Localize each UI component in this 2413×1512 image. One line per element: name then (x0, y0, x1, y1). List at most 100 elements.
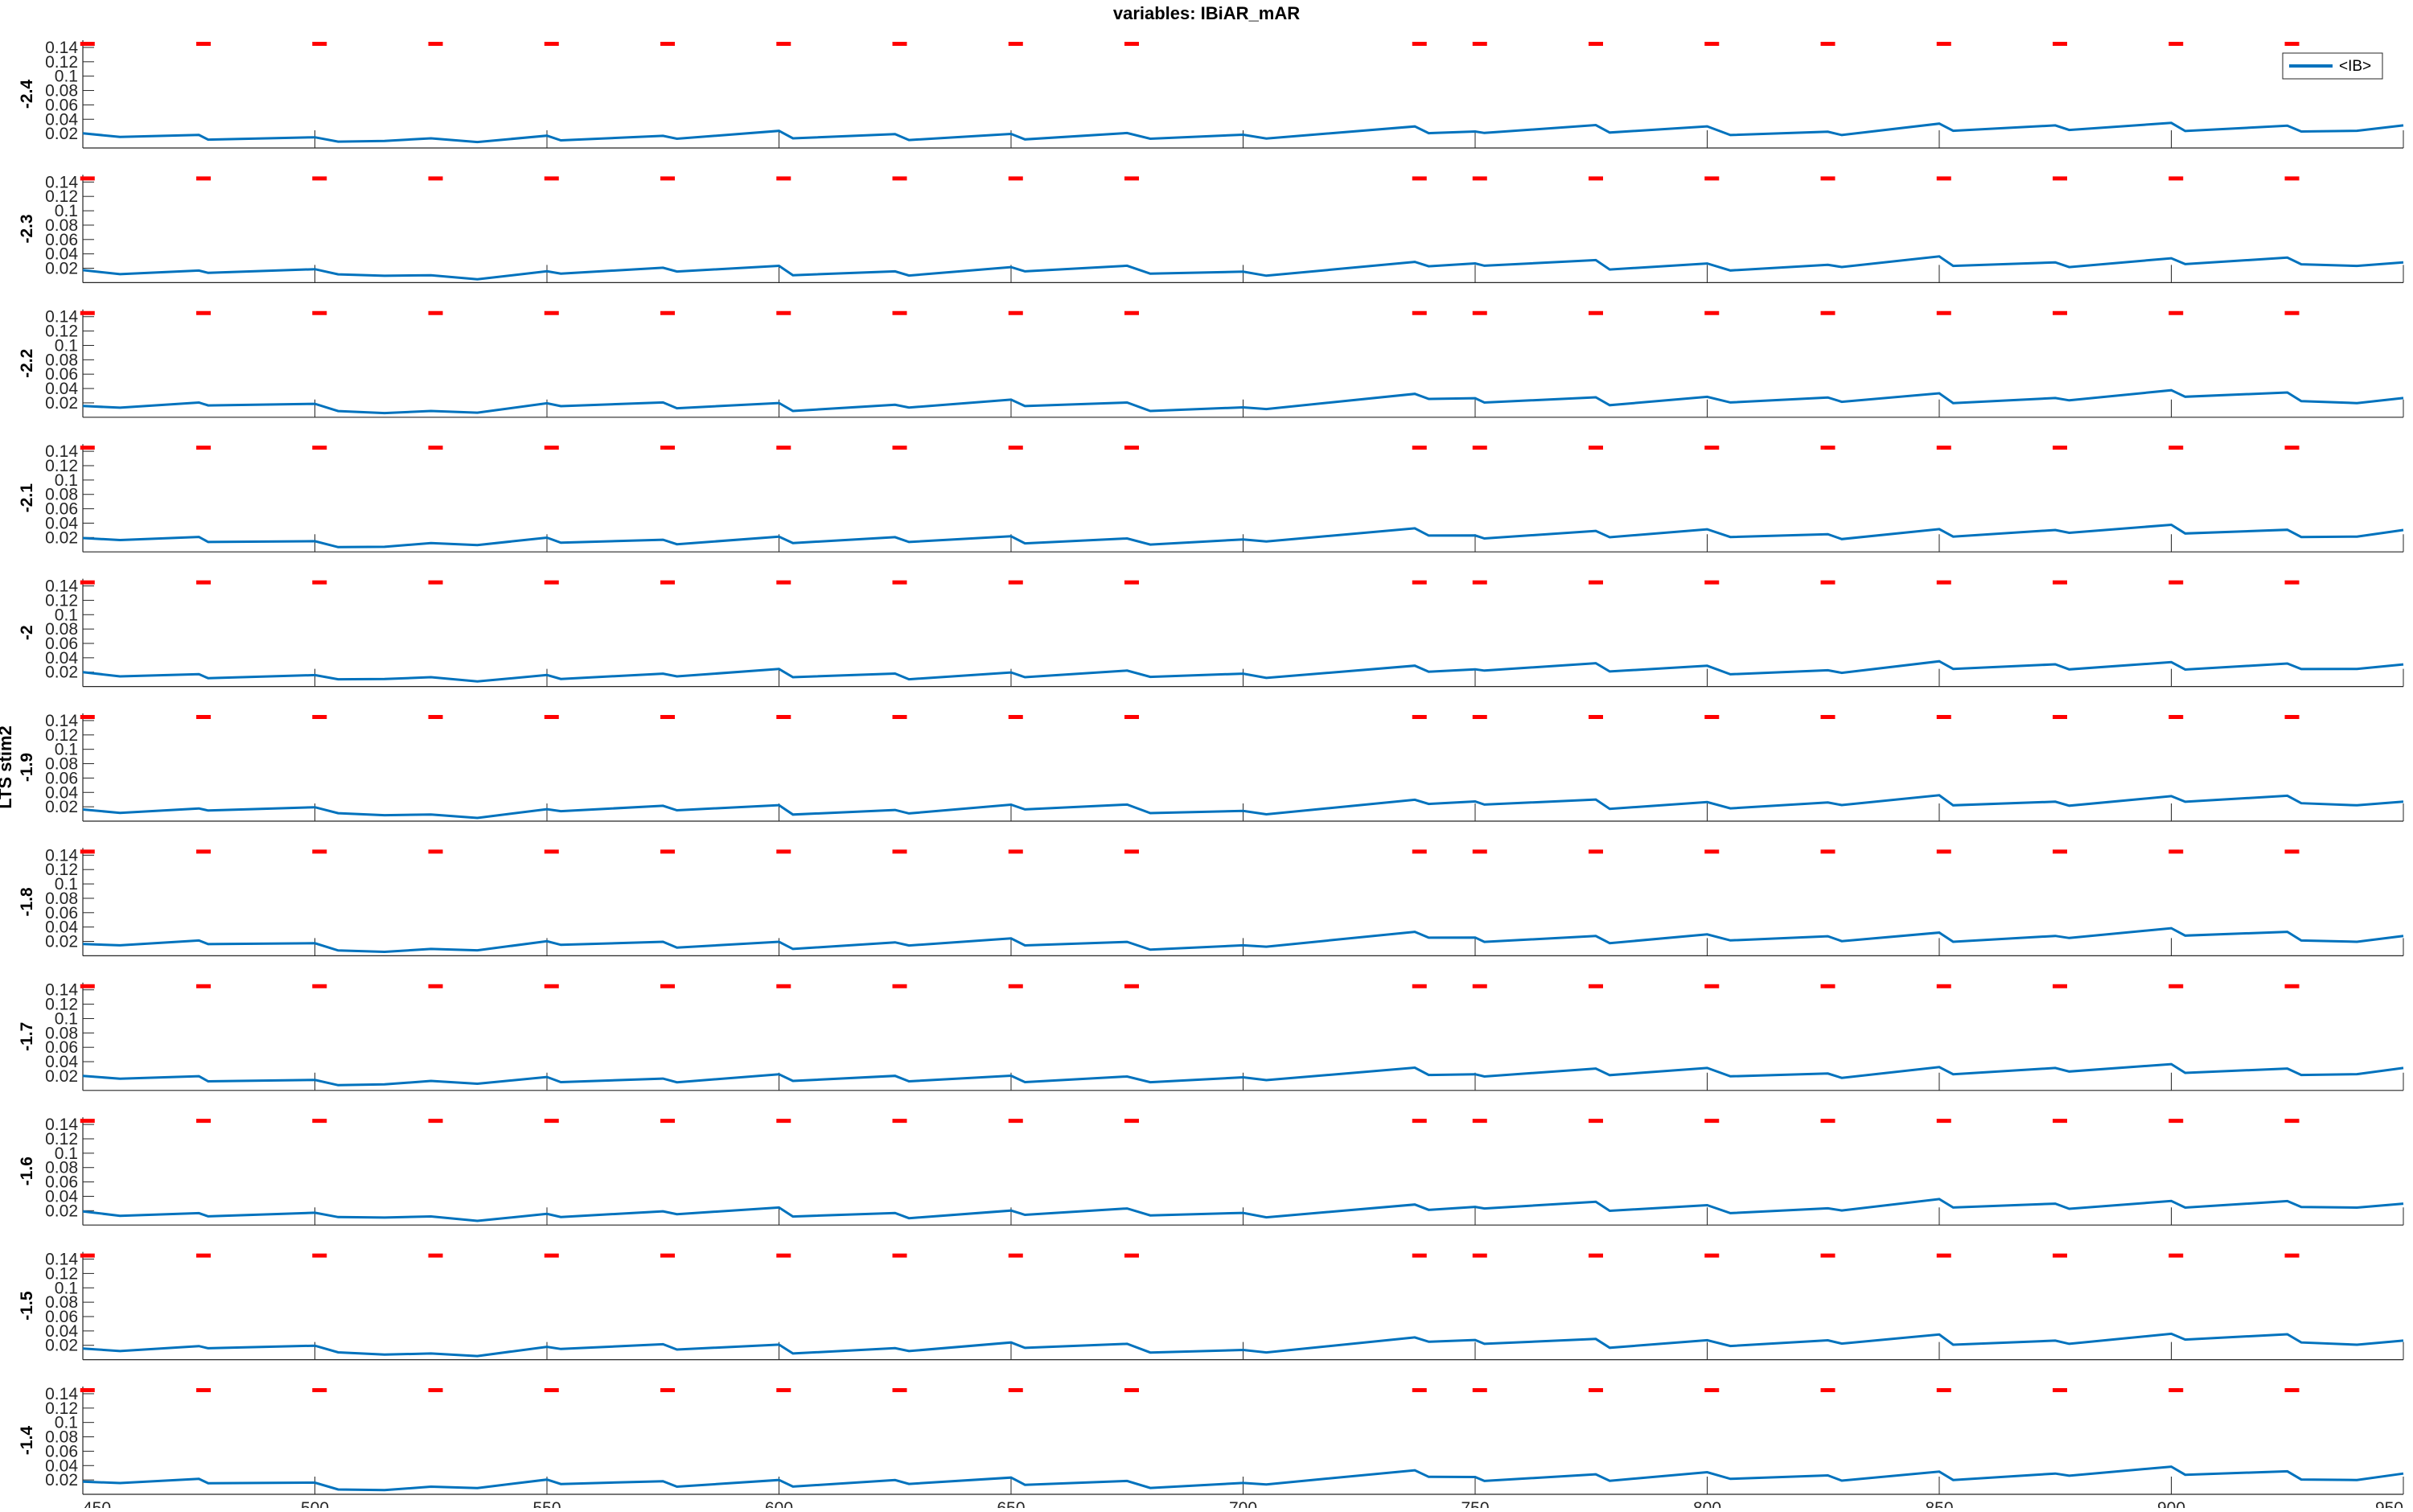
x-tick-label: 900 (2157, 1499, 2185, 1508)
x-tick-label: 800 (1693, 1499, 1721, 1508)
y-tick-label: 0.04 (45, 1322, 78, 1341)
y-tick-label: 0.04 (45, 380, 78, 398)
y-tick-label: 0.02 (45, 528, 78, 547)
x-tick-label: 850 (1925, 1499, 1953, 1508)
panel-ylabel: -1.6 (18, 1157, 36, 1185)
y-tick-label: 0.14 (45, 712, 78, 730)
y-tick-label: 0.06 (45, 96, 78, 114)
y-tick-label: 0.08 (45, 82, 78, 101)
y-tick-label: 0.08 (45, 486, 78, 504)
y-tick-label: 0.08 (45, 1428, 78, 1447)
y-tick-label: 0.1 (55, 1414, 78, 1432)
y-tick-label: 0.12 (45, 1130, 78, 1148)
y-tick-label: 0.08 (45, 351, 78, 369)
panel-ylabel: -2.1 (18, 483, 36, 513)
y-tick-label: 0.08 (45, 890, 78, 908)
y-tick-label: 0.12 (45, 726, 78, 745)
series-line (82, 255, 2404, 281)
legend-label: <IB> (2339, 58, 2371, 75)
panel-2: 0.020.040.060.080.10.120.14 -2.3 (18, 173, 2404, 283)
y-tick-label: 0.04 (45, 649, 78, 668)
y-tick-label: 0.06 (45, 1038, 78, 1057)
y-tick-label: 0.06 (45, 1173, 78, 1192)
y-tick-label: 0.1 (55, 471, 78, 490)
y-tick-label: 0.02 (45, 1067, 78, 1086)
y-tick-label: 0.08 (45, 1024, 78, 1042)
panel-ylabel: -2 (18, 625, 36, 640)
panel-ylabel: -1.8 (18, 887, 36, 917)
y-tick-label: 0.14 (45, 173, 78, 191)
panel-ylabel: -2.2 (18, 349, 36, 378)
y-tick-label: 0.14 (45, 1116, 78, 1134)
x-tick-label: 650 (997, 1499, 1025, 1508)
y-tick-label: 0.12 (45, 591, 78, 610)
y-tick-label: 0.14 (45, 577, 78, 596)
y-tick-label: 0.14 (45, 442, 78, 461)
y-tick-label: 0.04 (45, 1053, 78, 1071)
panel-6: 0.020.040.060.080.10.120.14 -1.9 (18, 712, 2404, 822)
y-tick-label: 0.02 (45, 1471, 78, 1489)
y-tick-label: 0.12 (45, 1399, 78, 1418)
series-line (82, 523, 2404, 549)
y-tick-label: 0.02 (45, 664, 78, 682)
y-tick-label: 0.08 (45, 620, 78, 639)
x-tick-label: 550 (532, 1499, 561, 1508)
panel-10: 0.020.040.060.080.10.120.14 -1.5 (18, 1251, 2404, 1361)
y-tick-label: 0.1 (55, 1009, 78, 1028)
y-tick-label: 0.02 (45, 125, 78, 143)
y-tick-label: 0.1 (55, 1144, 78, 1163)
y-tick-label: 0.04 (45, 110, 78, 129)
y-tick-label: 0.02 (45, 1202, 78, 1220)
series-line (82, 1062, 2404, 1087)
series-line (82, 794, 2404, 820)
y-tick-label: 0.1 (55, 336, 78, 355)
y-tick-label: 0.04 (45, 918, 78, 937)
x-tick-label: 750 (1461, 1499, 1489, 1508)
y-tick-label: 0.12 (45, 53, 78, 72)
y-tick-label: 0.04 (45, 783, 78, 802)
panel-4: 0.020.040.060.080.10.120.14 -2.1 (18, 442, 2404, 553)
panel-ylabel: -2.3 (18, 214, 36, 243)
panel-8: 0.020.040.060.080.10.120.14 -1.7 (18, 981, 2404, 1091)
y-tick-label: 0.12 (45, 187, 78, 206)
x-tick-label: 950 (2375, 1499, 2403, 1508)
y-tick-label: 0.12 (45, 861, 78, 879)
series-line (82, 659, 2404, 683)
x-tick-label: 700 (1229, 1499, 1257, 1508)
y-tick-label: 0.06 (45, 1442, 78, 1461)
panel-ylabel: -2.4 (18, 80, 36, 109)
y-tick-label: 0.14 (45, 981, 78, 1000)
y-tick-label: 0.06 (45, 635, 78, 653)
y-tick-label: 0.06 (45, 500, 78, 519)
y-tick-label: 0.14 (45, 39, 78, 57)
y-tick-label: 0.04 (45, 1457, 78, 1475)
shared-ylabel: LTS stim2 (0, 725, 15, 809)
y-tick-label: 0.04 (45, 514, 78, 532)
y-tick-label: 0.14 (45, 846, 78, 865)
y-tick-label: 0.1 (55, 1279, 78, 1297)
y-tick-label: 0.12 (45, 323, 78, 341)
y-tick-label: 0.1 (55, 875, 78, 894)
x-tick-label: 500 (301, 1499, 329, 1508)
y-tick-label: 0.06 (45, 365, 78, 384)
y-tick-label: 0.1 (55, 606, 78, 624)
y-tick-label: 0.12 (45, 457, 78, 475)
panel-ylabel: -1.4 (18, 1426, 36, 1456)
y-tick-label: 0.14 (45, 308, 78, 327)
y-tick-label: 0.04 (45, 1187, 78, 1206)
series-line (82, 927, 2404, 954)
panel-3: 0.020.040.060.080.10.120.14 -2.2 (18, 308, 2404, 418)
x-tick-label: 600 (765, 1499, 793, 1508)
panel-ylabel: -1.7 (18, 1022, 36, 1051)
y-tick-label: 0.14 (45, 1251, 78, 1269)
y-tick-label: 0.12 (45, 996, 78, 1014)
series-line (82, 1198, 2404, 1222)
y-tick-label: 0.06 (45, 904, 78, 922)
y-tick-label: 0.06 (45, 769, 78, 787)
panel-11: 0.020.040.060.080.10.120.14 -1.4 450 500 550… (18, 1385, 2404, 1512)
series-line (82, 121, 2404, 144)
x-tick-label: 450 (83, 1499, 111, 1508)
panel-ylabel: -1.5 (18, 1291, 36, 1321)
